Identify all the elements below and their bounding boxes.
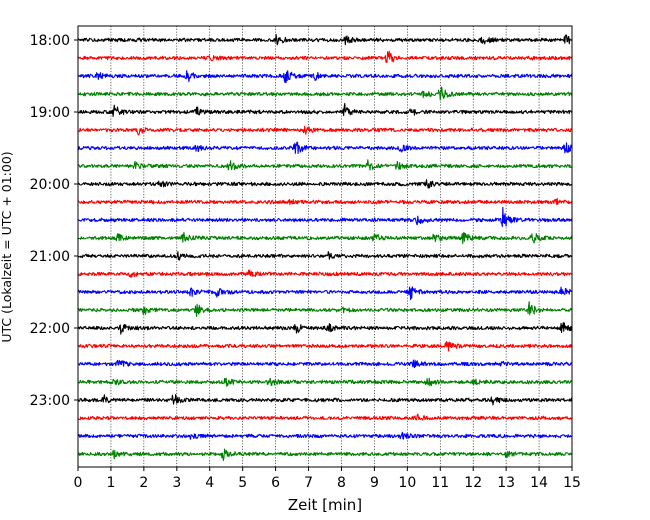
trace-2000 xyxy=(77,179,573,189)
trace-2100 xyxy=(77,251,573,261)
x-tick-label: 13 xyxy=(497,475,515,491)
trace-2015 xyxy=(77,197,573,206)
y-tick-label: 21:00 xyxy=(30,249,70,265)
x-tick-label: 7 xyxy=(304,475,313,491)
trace-2045 xyxy=(77,231,573,245)
trace-2245 xyxy=(77,377,573,387)
x-tick-label: 4 xyxy=(205,475,214,491)
x-axis: 0 1 2 3 4 5 6 7 8 9 10 11 12 13 14 15 xyxy=(74,467,581,491)
trace-2200 xyxy=(77,322,573,335)
trace-2330 xyxy=(77,431,573,440)
trace-1945 xyxy=(77,159,573,171)
plot-frame xyxy=(77,25,573,468)
trace-2345 xyxy=(77,448,573,462)
x-tick-label: 8 xyxy=(337,475,346,491)
x-tick-label: 12 xyxy=(464,475,482,491)
trace-1845 xyxy=(77,86,573,101)
x-tick-label: 6 xyxy=(271,475,280,491)
trace-2230 xyxy=(77,359,573,369)
x-tick-label: 0 xyxy=(74,475,83,491)
trace-1800 xyxy=(77,34,573,46)
x-tick-label: 1 xyxy=(106,475,115,491)
trace-2215 xyxy=(77,340,573,352)
y-axis-label: UTC (Lokalzeit = UTC + 01:00) xyxy=(0,151,14,342)
trace-2315 xyxy=(77,413,573,421)
x-tick-label: 5 xyxy=(238,475,247,491)
x-tick-label: 3 xyxy=(172,475,181,491)
x-tick-label: 15 xyxy=(563,475,581,491)
trace-1815 xyxy=(77,50,573,63)
seismogram-traces xyxy=(77,34,573,462)
y-tick-label: 22:00 xyxy=(30,321,70,337)
y-tick-label: 18:00 xyxy=(30,33,70,49)
x-axis-label: Zeit [min] xyxy=(288,496,362,514)
x-tick-label: 2 xyxy=(139,475,148,491)
y-tick-label: 20:00 xyxy=(30,177,70,193)
y-axis: 18:00 19:00 20:00 21:00 22:00 23:00 xyxy=(30,33,78,409)
y-tick-label: 23:00 xyxy=(30,393,70,409)
trace-2115 xyxy=(77,269,573,278)
trace-1830 xyxy=(77,70,573,84)
trace-2145 xyxy=(77,301,573,318)
y-tick-label: 19:00 xyxy=(30,105,70,121)
grid-lines xyxy=(110,26,540,467)
x-tick-label: 14 xyxy=(530,475,548,491)
trace-1930 xyxy=(77,141,573,155)
x-tick-label: 9 xyxy=(370,475,379,491)
trace-2030 xyxy=(77,206,573,228)
trace-1915 xyxy=(77,125,573,136)
trace-2130 xyxy=(77,286,573,301)
x-tick-label: 10 xyxy=(398,475,416,491)
trace-2300 xyxy=(77,394,573,406)
trace-1900 xyxy=(77,102,573,117)
x-tick-label: 11 xyxy=(431,475,449,491)
